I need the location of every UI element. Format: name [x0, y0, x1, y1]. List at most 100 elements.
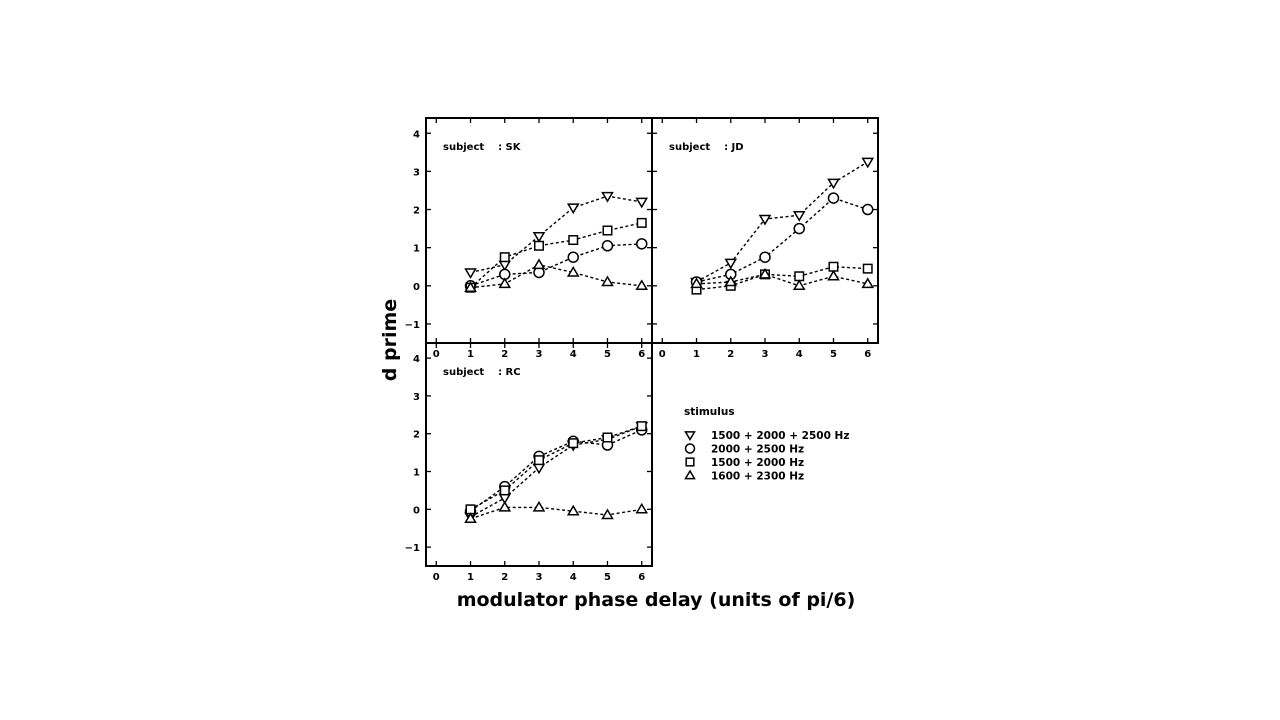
legend-marker-triangle-down	[684, 431, 696, 441]
data-point	[635, 238, 648, 250]
y-tick-label: −1	[405, 543, 420, 554]
panels-group: −1 0 1 2 3 4 0 1 2 3 4 5 6 subject : SK 0 1 2 3 4 5 6 subject…	[405, 117, 879, 583]
data-point	[635, 197, 649, 209]
subject-annotation: subject : SK	[443, 142, 522, 153]
y-tick-label: 2	[413, 206, 420, 217]
data-point	[499, 485, 510, 496]
subject-annotation: subject : JD	[669, 142, 744, 153]
x-tick-label: 3	[536, 572, 543, 583]
y-axis-label: d prime	[379, 299, 401, 381]
x-tick-label: 0	[433, 349, 440, 360]
data-point	[601, 508, 614, 520]
data-point	[534, 240, 544, 251]
data-point	[532, 500, 546, 512]
series-triangle-down	[464, 421, 649, 524]
data-point	[532, 258, 546, 270]
y-tick-label: 4	[413, 354, 420, 365]
data-point	[794, 271, 805, 282]
series-line	[470, 264, 642, 289]
legend-item: 1500 + 2000 Hz	[685, 457, 804, 469]
data-point	[464, 281, 477, 292]
legend-item-label: 1600 + 2300 Hz	[711, 471, 804, 483]
data-point	[464, 512, 477, 524]
series-line	[696, 197, 868, 283]
data-point	[498, 277, 512, 289]
data-point	[636, 217, 647, 228]
series-triangle-up	[690, 267, 875, 291]
x-tick-label: 1	[693, 349, 700, 360]
legend-marker-circle	[684, 443, 696, 454]
data-point	[792, 210, 806, 222]
series-line	[470, 506, 642, 520]
data-point	[499, 252, 510, 263]
data-point	[862, 263, 873, 274]
data-point	[827, 178, 840, 190]
data-point	[861, 277, 875, 289]
y-tick-label: 4	[413, 129, 420, 140]
data-point	[636, 421, 647, 432]
x-tick-label: 1	[467, 349, 474, 360]
x-tick-label: 6	[638, 572, 645, 583]
data-point	[532, 231, 546, 243]
x-tick-label: 6	[864, 349, 871, 360]
data-point	[601, 275, 614, 287]
x-tick-label: 2	[501, 349, 508, 360]
legend-marker-square	[685, 457, 695, 467]
y-tick-label: 0	[413, 282, 420, 293]
data-point	[861, 157, 875, 169]
series-square	[465, 217, 647, 293]
series-line	[470, 425, 642, 518]
x-tick-label: 0	[433, 572, 440, 583]
y-tick-label: 3	[413, 167, 420, 178]
series-square	[465, 421, 647, 515]
y-tick-label: 1	[413, 244, 420, 255]
data-point	[724, 275, 738, 287]
legend-marker-triangle-up	[684, 469, 696, 480]
y-tick-label: 1	[413, 468, 420, 479]
series-line	[470, 222, 642, 289]
x-axis-label: modulator phase delay (units of pi/6)	[457, 589, 856, 611]
x-tick-label: 4	[570, 572, 577, 583]
series-line	[696, 266, 868, 291]
data-point	[567, 251, 579, 263]
y-tick-label: 0	[413, 505, 420, 516]
data-point	[534, 455, 544, 466]
data-point	[724, 258, 738, 270]
data-point	[758, 267, 772, 279]
series-line	[696, 161, 869, 283]
data-point	[758, 214, 772, 226]
data-point	[566, 504, 580, 516]
x-tick-label: 6	[638, 349, 645, 360]
data-point	[793, 222, 805, 235]
series-triangle-up	[464, 500, 649, 524]
data-point	[792, 279, 806, 291]
x-tick-label: 3	[536, 349, 543, 360]
data-point	[568, 438, 579, 449]
y-tick-label: 2	[413, 430, 420, 441]
panel-top-right: 0 1 2 3 4 5 6 subject : JD	[651, 117, 879, 360]
series-line	[696, 273, 868, 287]
x-tick-label: 5	[604, 349, 611, 360]
data-point	[602, 432, 613, 443]
x-tick-label: 2	[501, 572, 508, 583]
x-tick-label: 5	[604, 572, 611, 583]
data-point	[464, 268, 477, 279]
series-circle	[690, 192, 874, 288]
data-point	[498, 500, 512, 512]
legend-item-label: 2000 + 2500 Hz	[711, 444, 804, 456]
x-tick-label: 4	[570, 349, 577, 360]
series-triangle-up	[464, 258, 649, 292]
y-tick-label: −1	[405, 320, 420, 331]
data-point	[828, 261, 839, 272]
x-tick-label: 1	[467, 572, 474, 583]
legend-item: 1500 + 2000 + 2500 Hz	[684, 430, 849, 442]
legend-item: 1600 + 2300 Hz	[684, 469, 804, 483]
panel-bottom-left: −1 0 1 2 3 4 0 1 2 3 4 5 6 subject : RC	[405, 342, 653, 583]
data-point	[827, 269, 840, 281]
data-point	[635, 502, 649, 514]
data-point	[759, 251, 771, 263]
legend-items: 1500 + 2000 + 2500 Hz 2000 + 2500 Hz1500 …	[684, 430, 849, 483]
data-point	[690, 277, 703, 289]
data-point	[827, 192, 840, 204]
x-tick-label: 4	[796, 349, 803, 360]
